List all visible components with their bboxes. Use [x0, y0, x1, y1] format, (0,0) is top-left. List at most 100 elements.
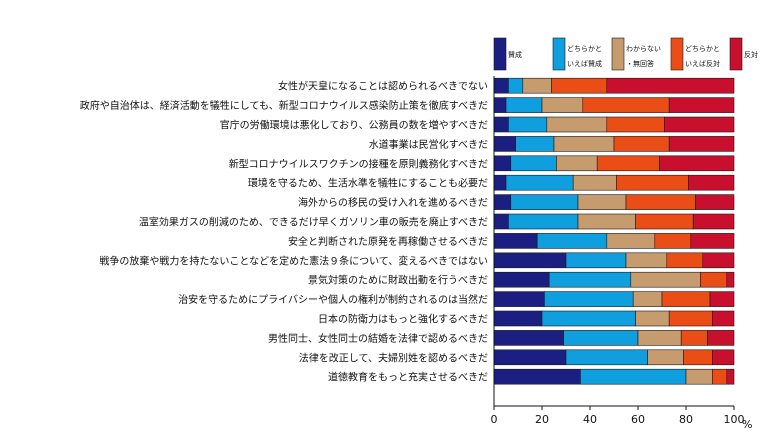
bar-segment — [647, 349, 684, 366]
bar-segment — [625, 194, 696, 210]
bar-segment — [493, 97, 507, 113]
bar-segment — [551, 77, 608, 94]
bar-segment — [493, 213, 509, 230]
legend-label: どちらかと — [567, 45, 602, 53]
bar-segment — [493, 368, 581, 385]
bar-segment — [606, 233, 656, 249]
x-tick-label: 60 — [631, 413, 645, 426]
bar-segment — [553, 136, 615, 152]
category-label: 女性が天皇になることは認められるべきでない — [278, 80, 488, 93]
bar-segment — [544, 291, 634, 307]
bar-segment — [726, 368, 735, 385]
bar-segment — [493, 271, 550, 288]
category-labels: 女性が天皇になることは認められるべきでない政府や自治体は、経済活動を犠牲にしても… — [80, 80, 488, 384]
bar-segment — [668, 310, 713, 327]
bar-segment — [625, 252, 668, 269]
bar-segment — [577, 194, 627, 210]
category-label: 環境を守るため、生活水準を犠牲にすることも必要だ — [248, 177, 488, 190]
bar-segment — [515, 136, 555, 152]
bar-segment — [668, 97, 735, 113]
category-label: 温室効果ガスの削減のため、できるだけ早くガソリン車の販売を廃止すべきだ — [139, 216, 488, 229]
bar-segment — [493, 155, 512, 172]
x-tick-label: 0 — [491, 413, 498, 426]
bar-segment — [522, 77, 552, 94]
bar-segment — [659, 155, 735, 172]
bar-segment — [508, 213, 579, 230]
x-tick-label: 20 — [535, 413, 549, 426]
bar-segment — [548, 271, 632, 288]
bar-segment — [563, 330, 639, 346]
category-label: 政府や自治体は、経済活動を犠牲にしても、新型コロナウイルス感染防止策を徹底すべき… — [80, 99, 488, 112]
bar-segment — [546, 116, 608, 133]
bar-segment — [493, 174, 507, 191]
bar-segment — [493, 233, 538, 249]
bar-segment — [613, 136, 670, 152]
bar-segment — [692, 213, 735, 230]
bar-segment — [596, 155, 660, 172]
bar-segment — [685, 368, 713, 385]
bar-segment — [700, 271, 728, 288]
bar-segment — [493, 310, 543, 327]
bar-segment — [493, 116, 509, 133]
bar-segment — [688, 174, 735, 191]
bar-segment — [709, 291, 735, 307]
bar-segment — [637, 330, 682, 346]
bar-segment — [541, 97, 584, 113]
bars — [493, 77, 735, 385]
bar-segment — [565, 349, 648, 366]
legend-label: いえば賛成 — [567, 59, 602, 68]
bar-segment — [505, 97, 543, 113]
bar-segment — [493, 136, 516, 152]
bar-segment — [707, 330, 735, 346]
category-label: 安全と判断された原発を再稼働させるべきだ — [288, 235, 488, 248]
category-label: 戦争の放棄や戦力を持たないことなどを定めた憲法９条について、変えるべきではない — [99, 254, 488, 267]
bar-segment — [505, 174, 574, 191]
bar-segment — [664, 116, 735, 133]
bar-segment — [661, 291, 711, 307]
x-tick-label: 100 — [724, 413, 745, 426]
bar-segment — [683, 349, 713, 366]
x-axis: 0 20 40 60 80 100% — [491, 76, 752, 431]
category-label: 海外からの移民の受け入れを進めるべきだ — [298, 196, 488, 209]
legend-label: わからない — [626, 45, 661, 53]
bar-segment — [712, 349, 735, 366]
bar-segment — [606, 116, 665, 133]
bar-segment — [695, 194, 735, 210]
bar-segment — [690, 233, 735, 249]
category-label: 法律を改正して、夫婦別姓を認めるべきだ — [299, 351, 488, 364]
bar-segment — [582, 97, 670, 113]
category-label: 新型コロナウイルスワクチンの接種を原則義務化すべきだ — [229, 157, 488, 170]
bar-segment — [493, 349, 567, 366]
bar-segment — [536, 233, 608, 249]
category-label: 日本の防衛力はもっと強化するべきだ — [318, 313, 488, 326]
bar-segment — [632, 291, 663, 307]
legend-label: いえば反対 — [685, 59, 720, 68]
bar-segment — [654, 233, 692, 249]
category-label: 官庁の労働環境は悪化しており、公務員の数を増やすべきだ — [220, 119, 488, 132]
bar-segment — [668, 136, 735, 152]
legend-label: どちらかと — [685, 45, 720, 53]
legend-label: 賛成 — [508, 50, 522, 59]
category-label: 男性同士、女性同士の結婚を法律で認めるべきだ — [268, 332, 488, 345]
bar-segment — [635, 213, 694, 230]
bar-segment — [493, 291, 545, 307]
legend-label: ・無回答 — [626, 59, 654, 68]
bar-segment — [510, 155, 557, 172]
bar-segment — [630, 271, 701, 288]
bar-segment — [556, 155, 598, 172]
bar-segment — [541, 310, 636, 327]
legend-swatch — [729, 37, 743, 71]
bar-segment — [680, 330, 708, 346]
x-tick-label: 80 — [679, 413, 693, 426]
legend-swatch — [611, 37, 625, 71]
bar-segment — [635, 310, 670, 327]
bar-segment — [616, 174, 689, 191]
bar-segment — [712, 368, 728, 385]
bar-segment — [606, 77, 735, 94]
x-tick-label: 40 — [583, 413, 597, 426]
bar-segment — [508, 77, 524, 94]
legend-swatch — [552, 37, 566, 71]
legend-swatch — [493, 37, 507, 71]
